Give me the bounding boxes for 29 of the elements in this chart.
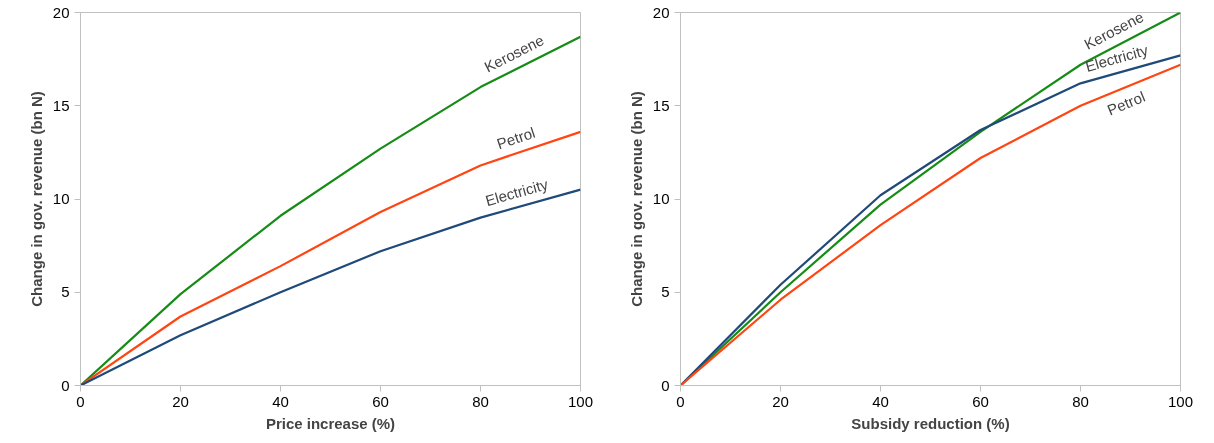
x-tick-label: 0 (76, 392, 85, 410)
y-axis-title: Change in gov. revenue (bn N) (627, 91, 645, 307)
y-tick-label: 10 (652, 190, 670, 207)
text: Electricity (483, 175, 551, 210)
x-tick-label: 80 (1072, 392, 1089, 410)
y-tick-label: 15 (652, 96, 670, 114)
text: Petrol (1104, 87, 1148, 119)
x-axis-title: Subsidy reduction (%) (851, 414, 1010, 432)
y-tick-label: 10 (52, 190, 70, 207)
x-tick-label: 40 (872, 392, 889, 410)
x-tick-label: 60 (972, 392, 989, 410)
x-tick-label: 20 (172, 392, 189, 410)
x-tick-label: 100 (567, 392, 594, 410)
y-tick-label: 0 (661, 376, 670, 394)
y-axis-title: Change in gov. revenue (bn N) (27, 91, 45, 307)
x-tick-label: 40 (272, 392, 289, 410)
x-tick-label: 60 (372, 392, 389, 410)
x-tick-label: 0 (676, 392, 685, 410)
y-tick-label: 0 (61, 376, 70, 394)
y-tick-label: 15 (52, 96, 70, 114)
text: Petrol (494, 123, 538, 153)
x-tick-label: 80 (472, 392, 489, 410)
y-tick-label: 20 (52, 3, 70, 21)
y-tick-label: 20 (652, 3, 670, 21)
x-tick-label: 100 (1167, 392, 1194, 410)
x-axis-title: Price increase (%) (265, 414, 396, 432)
y-tick-label: 5 (661, 283, 670, 301)
y-tick-label: 5 (61, 283, 70, 301)
x-tick-label: 20 (772, 392, 789, 410)
